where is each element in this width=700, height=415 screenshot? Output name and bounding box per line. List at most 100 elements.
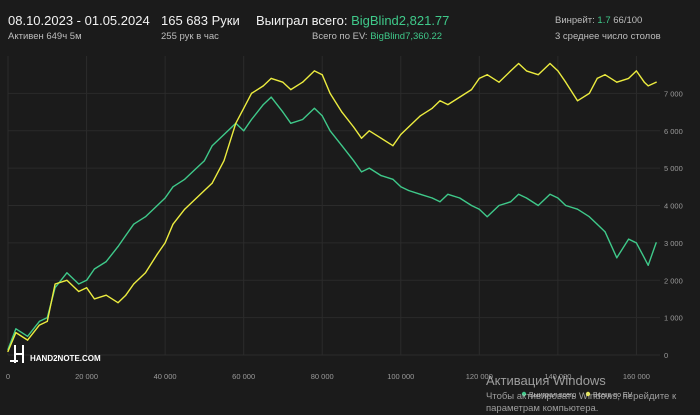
- logo-text: HAND2NOTE.COM: [30, 354, 101, 363]
- won-total-value: BigBlind2,821.77: [351, 13, 450, 28]
- data-point-ev: [302, 81, 304, 83]
- watermark-line2: Чтобы активировать Windows, перейдите к: [486, 391, 677, 402]
- winrate-label: Винрейт:: [555, 15, 595, 26]
- x-tick-label: 140 000: [544, 372, 571, 381]
- data-point-won: [380, 175, 382, 177]
- data-point-ev: [635, 70, 638, 72]
- x-tick-label: 160 000: [623, 372, 650, 381]
- data-point-ev: [368, 130, 370, 132]
- data-point-won: [431, 197, 433, 199]
- data-point-won: [270, 96, 272, 98]
- data-point-won: [211, 145, 213, 147]
- data-point-ev: [156, 253, 158, 255]
- data-point-ev: [392, 145, 394, 147]
- data-point-won: [164, 197, 166, 199]
- data-point-ev: [223, 160, 225, 162]
- data-point-won: [368, 167, 370, 169]
- data-point-ev: [243, 107, 245, 109]
- data-point-won: [243, 130, 245, 132]
- series-lines: [7, 62, 657, 352]
- y-tick-label: 7 000: [664, 89, 683, 98]
- data-point-ev: [144, 272, 147, 274]
- series-line-won: [7, 96, 657, 351]
- y-tick-label: 0: [664, 351, 668, 360]
- data-point-ev: [66, 279, 68, 281]
- data-point-ev: [400, 133, 402, 136]
- logo-icon: [10, 345, 24, 363]
- data-point-won: [184, 178, 186, 180]
- data-point-won: [616, 257, 618, 259]
- data-point-ev: [93, 298, 95, 300]
- data-point-ev: [431, 107, 433, 109]
- legend-won-label: Выиграл всего: [529, 392, 576, 399]
- data-point-ev: [486, 74, 488, 76]
- data-point-won: [125, 234, 127, 236]
- won-total: Выиграл всего: BigBlind2,821.77: [256, 13, 449, 28]
- data-point-won: [628, 238, 630, 240]
- data-point-ev: [282, 81, 284, 83]
- data-point-won: [262, 104, 264, 106]
- winrate-rest: 66/100: [613, 15, 643, 26]
- data-point-ev: [518, 62, 520, 65]
- profit-graph[interactable]: 0 1 000 2 000 3 000 4 000 5 000 6 000 7 000 0 20…: [0, 48, 700, 415]
- y-tick-label: 4 000: [664, 202, 683, 211]
- x-axis: 0 20 000 40 000 60 000 80 000 100 000 120 000 1…: [6, 372, 650, 381]
- data-point-won: [117, 246, 119, 248]
- data-point-won: [105, 261, 107, 263]
- data-point-ev: [313, 70, 315, 72]
- data-point-won: [478, 208, 480, 210]
- data-point-won: [195, 167, 198, 169]
- y-tick-label: 1 000: [664, 314, 683, 323]
- data-point-won: [144, 216, 147, 218]
- data-point-won: [392, 178, 394, 180]
- data-point-ev: [565, 81, 567, 83]
- data-point-won: [329, 130, 331, 132]
- data-point-won: [604, 231, 606, 233]
- data-point-ev: [38, 324, 41, 326]
- x-tick-label: 40 000: [154, 372, 177, 381]
- data-point-won: [596, 223, 598, 225]
- data-point-ev: [419, 115, 421, 117]
- data-point-won: [510, 201, 512, 203]
- data-point-won: [525, 197, 528, 199]
- data-point-ev: [15, 332, 17, 334]
- data-point-won: [419, 193, 421, 195]
- data-point-won: [486, 216, 488, 218]
- data-point-won: [38, 320, 41, 322]
- avg-tables: 3 среднее число столов: [555, 31, 661, 42]
- data-point-ev: [576, 100, 579, 102]
- data-point-ev: [439, 100, 441, 102]
- data-point-ev: [105, 294, 107, 296]
- data-point-ev: [125, 294, 127, 296]
- series-line-ev: [7, 62, 657, 352]
- data-point-ev: [235, 122, 237, 124]
- data-point-won: [203, 160, 205, 162]
- data-point-won: [439, 201, 441, 203]
- data-point-ev: [380, 137, 382, 139]
- data-point-ev: [596, 77, 598, 79]
- data-point-ev: [270, 77, 272, 79]
- legend: Выиграл всего Всего по EV: [521, 391, 633, 399]
- data-point-won: [647, 264, 649, 266]
- data-point-won: [655, 242, 657, 244]
- data-point-ev: [353, 126, 355, 128]
- data-point-ev: [447, 104, 449, 106]
- windows-activation-watermark: Активация Windows Чтобы активировать Win…: [486, 373, 677, 414]
- data-point-ev: [78, 290, 80, 293]
- data-point-ev: [341, 111, 343, 113]
- date-range[interactable]: 08.10.2023 - 01.05.2024: [8, 13, 150, 28]
- data-point-ev: [195, 197, 198, 199]
- data-point-ev: [549, 62, 551, 65]
- data-point-ev: [647, 85, 649, 87]
- legend-ev-marker: [585, 391, 591, 397]
- x-tick-label: 120 000: [466, 372, 493, 381]
- x-tick-label: 0: [6, 372, 10, 381]
- data-point-won: [27, 335, 29, 337]
- data-point-won: [643, 257, 645, 259]
- data-point-won: [250, 118, 253, 121]
- won-total-label: Выиграл всего:: [256, 13, 348, 28]
- hands-per-hour: 255 рук в час: [161, 31, 219, 42]
- data-point-won: [341, 145, 343, 147]
- data-point-won: [302, 118, 304, 121]
- data-point-won: [360, 171, 363, 173]
